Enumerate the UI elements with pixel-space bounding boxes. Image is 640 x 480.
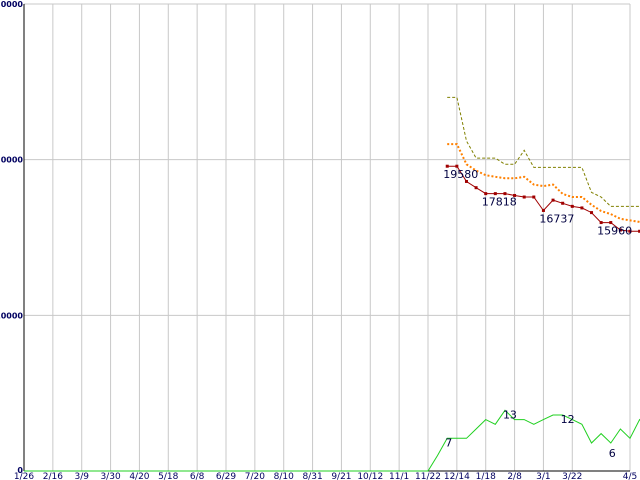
data-label: 19580: [443, 168, 478, 181]
series-point-main: [590, 211, 594, 215]
x-tick-label: 3/1: [536, 472, 550, 480]
series-point-main: [618, 228, 622, 232]
series-point-main: [464, 179, 468, 183]
x-tick-label: 8/10: [274, 472, 294, 480]
series-line-upper: [447, 96, 640, 207]
y-tick-label: 0: [17, 466, 23, 475]
y-tick-label: 30000: [0, 0, 23, 9]
series-point-main: [445, 164, 449, 168]
data-label: 6: [609, 447, 616, 460]
x-tick-label: 11/22: [415, 472, 441, 480]
x-tick-label: 2/16: [43, 472, 63, 480]
x-tick-label: 7/20: [245, 472, 265, 480]
series-point-main: [599, 221, 603, 225]
x-tick-label: 3/30: [100, 472, 120, 480]
data-label: 17818: [482, 196, 517, 209]
series-point-main: [609, 221, 613, 225]
series-point-main: [484, 192, 488, 196]
x-tick-label: 2/8: [507, 472, 522, 480]
series-point-main: [493, 192, 497, 196]
series-line-main: [447, 165, 640, 232]
series-point-main: [513, 193, 517, 197]
x-tick-label: 4/5: [623, 472, 637, 480]
series-point-main: [503, 192, 507, 196]
series-point-main: [561, 201, 565, 205]
x-tick-label: 3/9: [74, 472, 89, 480]
series-point-main: [638, 229, 640, 233]
series-point-main: [455, 164, 459, 168]
series-line-mid: [447, 143, 640, 223]
x-tick-label: 11/1: [389, 472, 409, 480]
x-tick-label: 6/8: [190, 472, 205, 480]
data-label: 12: [561, 413, 575, 426]
series-point-main: [551, 198, 555, 202]
x-tick-label: 8/31: [302, 472, 322, 480]
x-tick-label: 6/29: [216, 472, 236, 480]
data-label: 13: [503, 408, 517, 421]
x-tick-label: 9/21: [331, 472, 351, 480]
data-label: 15960: [597, 225, 632, 238]
x-tick-label: 1/26: [14, 472, 34, 480]
x-tick-label: 5/18: [158, 472, 178, 480]
data-label: 16737: [539, 212, 574, 225]
series-point-main: [532, 195, 536, 199]
x-tick-label: 1/18: [476, 472, 496, 480]
series-point-main: [474, 186, 478, 190]
series-point-main: [541, 208, 545, 212]
x-tick-label: 3/22: [562, 472, 582, 480]
y-tick-label: 10000: [0, 311, 23, 320]
series-point-main: [522, 195, 526, 199]
data-label: 7: [445, 436, 452, 449]
series-point-main: [570, 204, 574, 208]
series-line-rank: [24, 409, 640, 472]
x-tick-label: 4/20: [129, 472, 149, 480]
y-tick-label: 20000: [0, 156, 23, 165]
series-point-main: [580, 206, 584, 210]
series-point-main: [628, 229, 632, 233]
x-tick-label: 12/14: [444, 472, 470, 480]
x-tick-label: 10/12: [357, 472, 383, 480]
